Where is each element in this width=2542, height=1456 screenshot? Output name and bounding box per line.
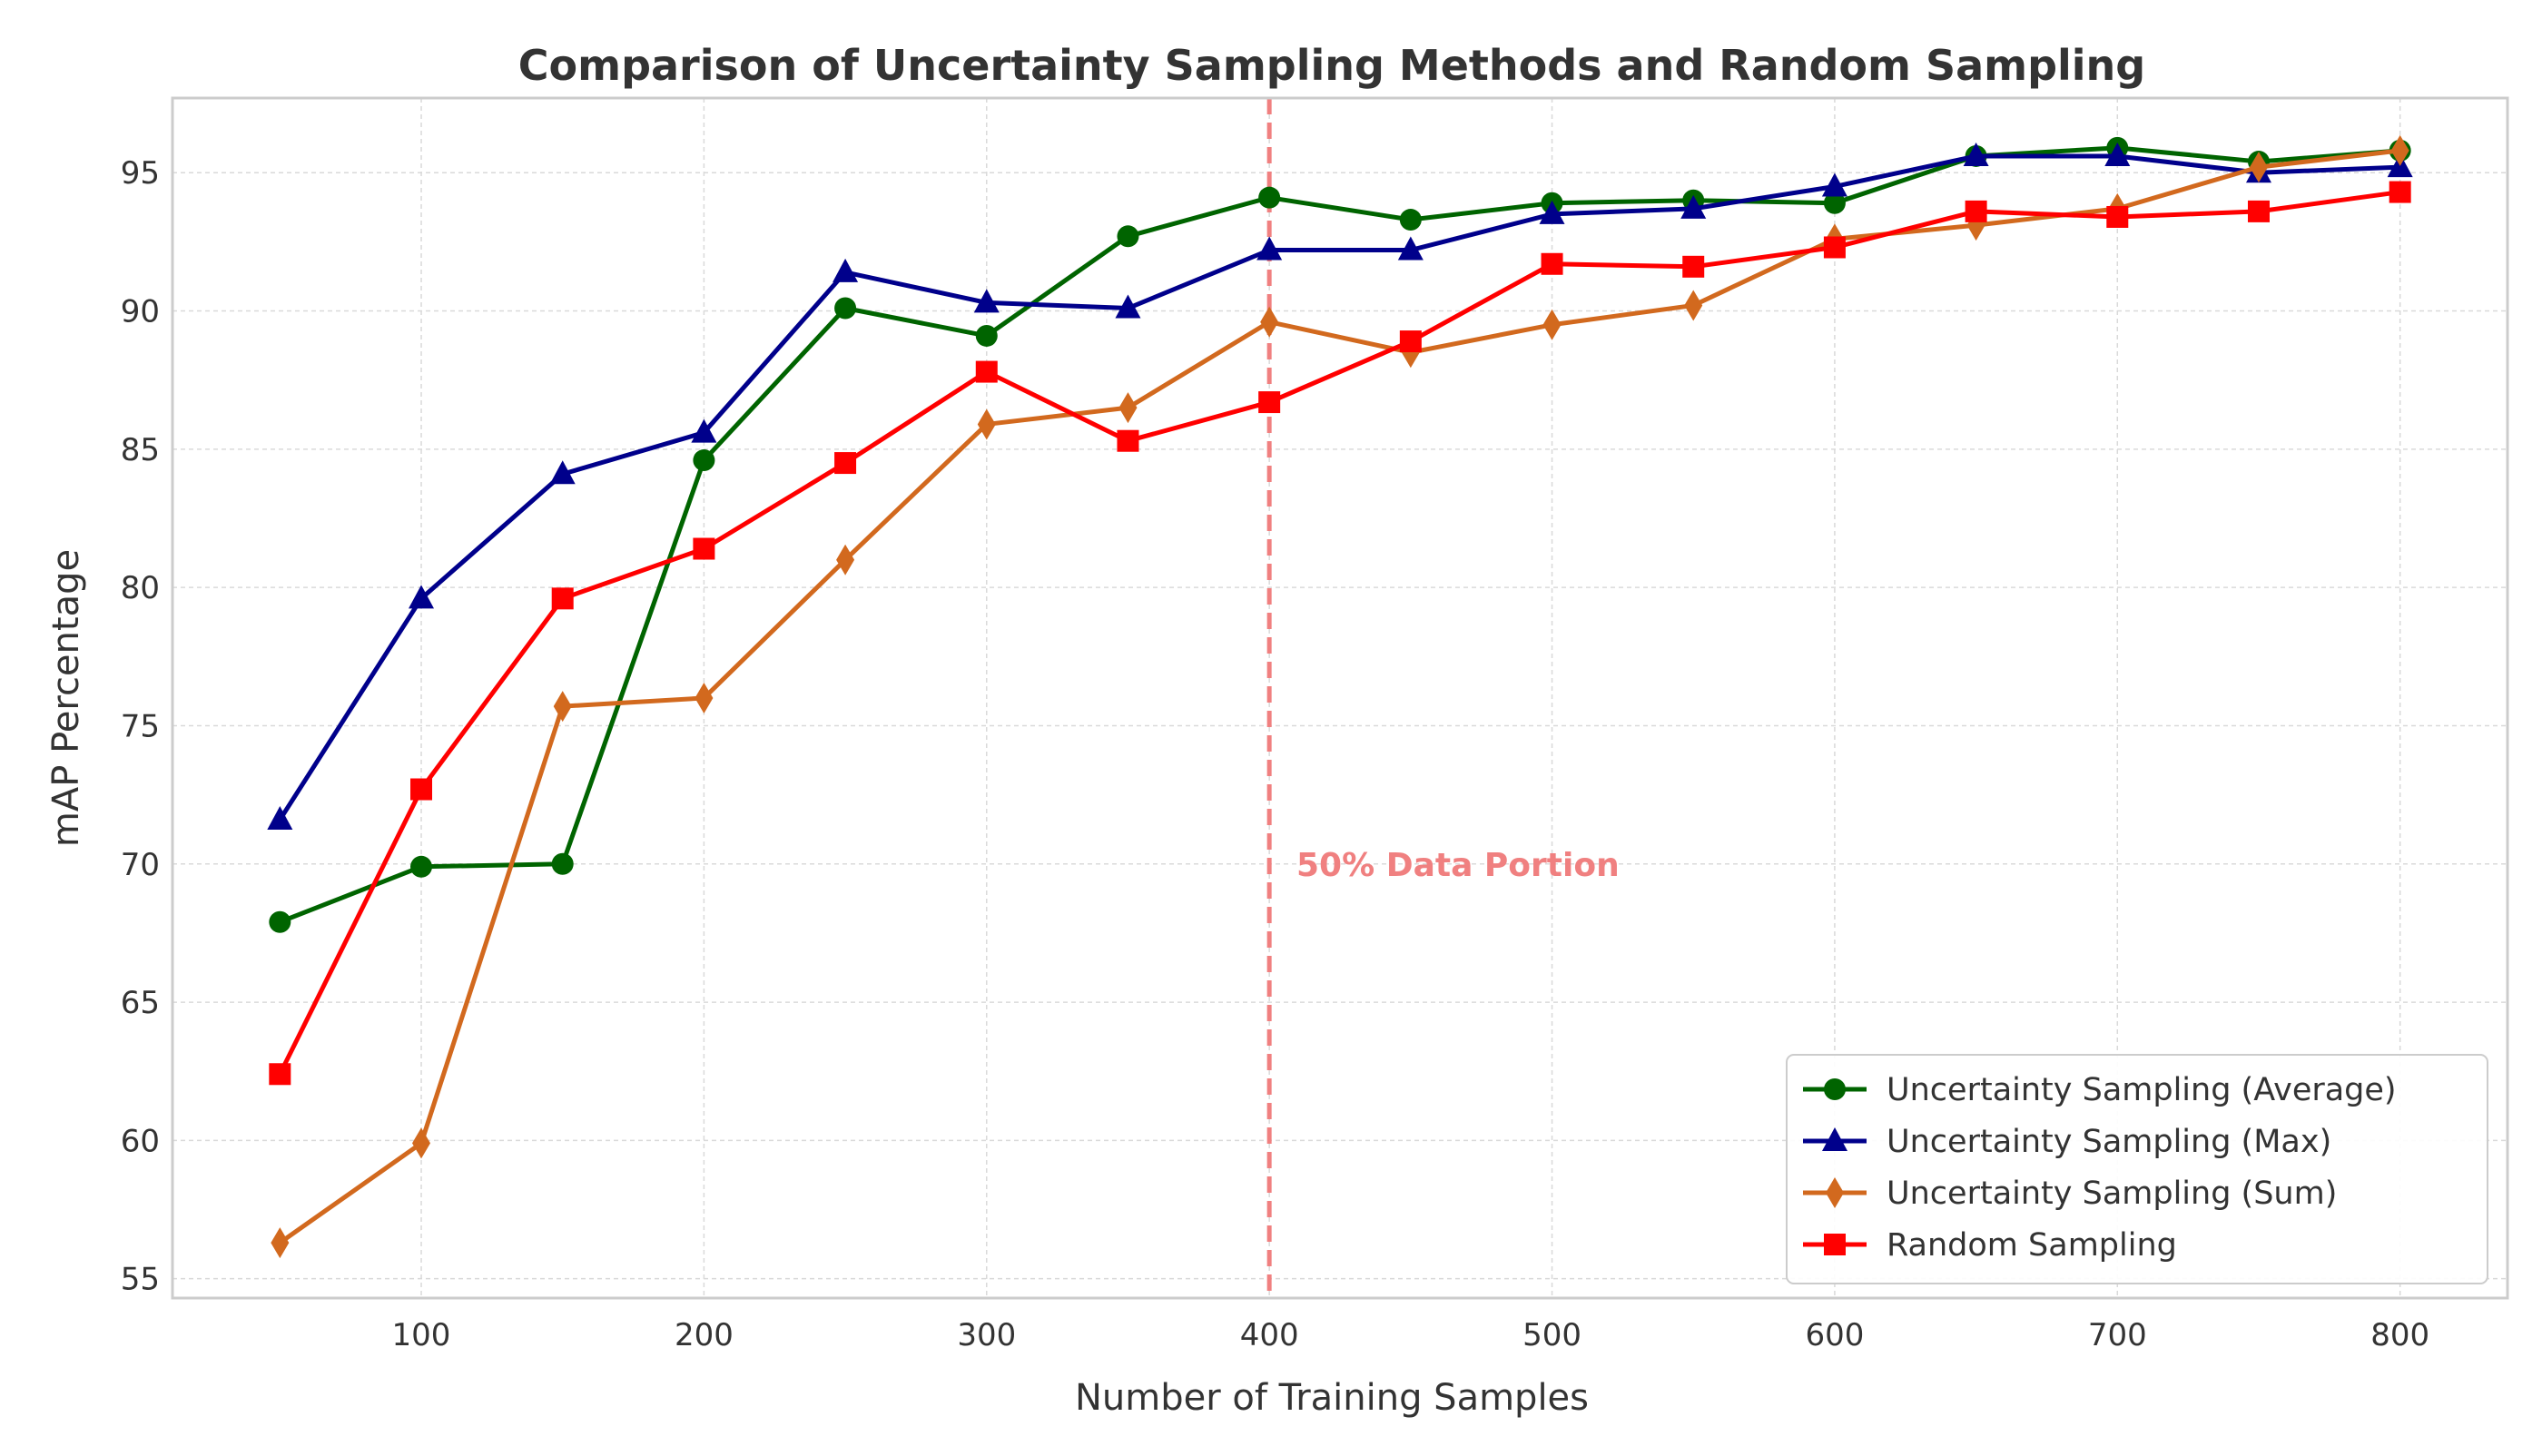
data-point	[1682, 255, 1705, 278]
data-point	[553, 691, 572, 723]
y-tick-label: 65	[121, 985, 160, 1021]
legend-marker	[1824, 1234, 1846, 1255]
x-tick-label: 200	[675, 1317, 734, 1353]
data-point	[1541, 252, 1563, 275]
axes: 100 200 300 400 500 600 700 800 55 60 65 70 75 80 85 90…	[121, 96, 2509, 1353]
legend-marker	[1826, 1177, 1844, 1208]
series-layer	[267, 134, 2413, 1259]
data-point	[1821, 172, 1847, 197]
data-point	[412, 1127, 431, 1159]
data-point	[1542, 309, 1562, 340]
legend-label: Uncertainty Sampling (Max)	[1887, 1124, 2331, 1160]
data-point	[2389, 181, 2411, 203]
data-point	[1258, 391, 1281, 414]
data-point	[1680, 194, 1707, 219]
data-point	[1823, 236, 1846, 259]
data-point	[2247, 200, 2270, 222]
data-point	[977, 408, 996, 440]
series-square	[269, 181, 2411, 1086]
data-point	[1115, 294, 1141, 319]
data-point	[975, 360, 998, 383]
y-tick-label: 80	[121, 570, 160, 606]
data-point	[1397, 236, 1424, 261]
x-tick-label: 700	[2088, 1317, 2147, 1353]
data-point	[1823, 192, 1846, 214]
legend-label: Random Sampling	[1887, 1227, 2177, 1264]
data-point	[1399, 209, 1422, 231]
y-tick-label: 95	[121, 155, 160, 192]
data-point	[693, 449, 715, 472]
data-point	[836, 544, 855, 576]
data-point	[2104, 142, 2131, 166]
y-tick-label: 90	[121, 294, 160, 330]
data-point	[1258, 186, 1281, 209]
legend-label: Uncertainty Sampling (Average)	[1887, 1072, 2397, 1108]
x-tick-label: 800	[2370, 1317, 2429, 1353]
data-point	[549, 460, 576, 485]
data-point	[1256, 236, 1283, 261]
data-point	[269, 1063, 291, 1086]
data-point	[695, 683, 714, 713]
data-point	[1965, 200, 1987, 222]
data-point	[269, 910, 291, 933]
y-tick-label: 55	[121, 1262, 160, 1298]
y-axis-label: mAP Percentage	[45, 549, 87, 847]
data-point	[975, 324, 998, 347]
series-triangle	[267, 142, 2413, 831]
series-line	[278, 153, 2400, 821]
data-point	[1399, 330, 1422, 353]
x-tick-label: 100	[392, 1317, 451, 1353]
data-point	[973, 289, 1000, 313]
chart-title: Comparison of Uncertainty Sampling Metho…	[518, 41, 2145, 90]
y-tick-label: 75	[121, 708, 160, 744]
series-line	[278, 190, 2401, 1076]
data-point	[693, 537, 715, 560]
x-tick-label: 500	[1522, 1317, 1581, 1353]
series-line	[278, 148, 2400, 1245]
x-tick-label: 400	[1240, 1317, 1299, 1353]
data-point	[834, 297, 857, 320]
data-point	[271, 1227, 290, 1259]
data-point	[1963, 142, 1989, 166]
data-point	[2106, 205, 2129, 228]
legend-marker	[1824, 1078, 1846, 1100]
data-portion-annotation: 50% Data Portion	[1296, 847, 1620, 884]
data-point	[833, 258, 859, 282]
data-point	[834, 452, 857, 475]
x-axis-label: Number of Training Samples	[1075, 1377, 1589, 1419]
data-point	[1684, 290, 1703, 321]
data-point	[2390, 134, 2409, 166]
y-tick-label: 60	[121, 1123, 160, 1159]
y-tick-label: 70	[121, 847, 160, 883]
data-point	[551, 852, 574, 875]
data-point	[2249, 152, 2268, 183]
plot-frame	[171, 96, 2509, 1300]
data-point	[410, 778, 433, 801]
data-point	[1118, 392, 1138, 424]
data-point	[409, 585, 435, 609]
data-point	[1117, 225, 1139, 248]
data-point	[691, 418, 717, 443]
x-tick-label: 600	[1805, 1317, 1864, 1353]
series-line	[279, 145, 2400, 925]
data-point	[267, 806, 293, 831]
legend-marker	[1822, 1127, 1847, 1151]
data-point	[1117, 429, 1139, 452]
legend: Uncertainty Sampling (Average) Uncertaint…	[1786, 1054, 2488, 1284]
y-tick-label: 85	[121, 432, 160, 468]
x-tick-label: 300	[957, 1317, 1016, 1353]
data-point	[1539, 200, 1565, 224]
data-point	[551, 587, 574, 610]
legend-label: Uncertainty Sampling (Sum)	[1887, 1176, 2337, 1212]
data-point	[1260, 306, 1279, 338]
data-point	[410, 855, 433, 878]
legend-box	[1786, 1054, 2488, 1284]
